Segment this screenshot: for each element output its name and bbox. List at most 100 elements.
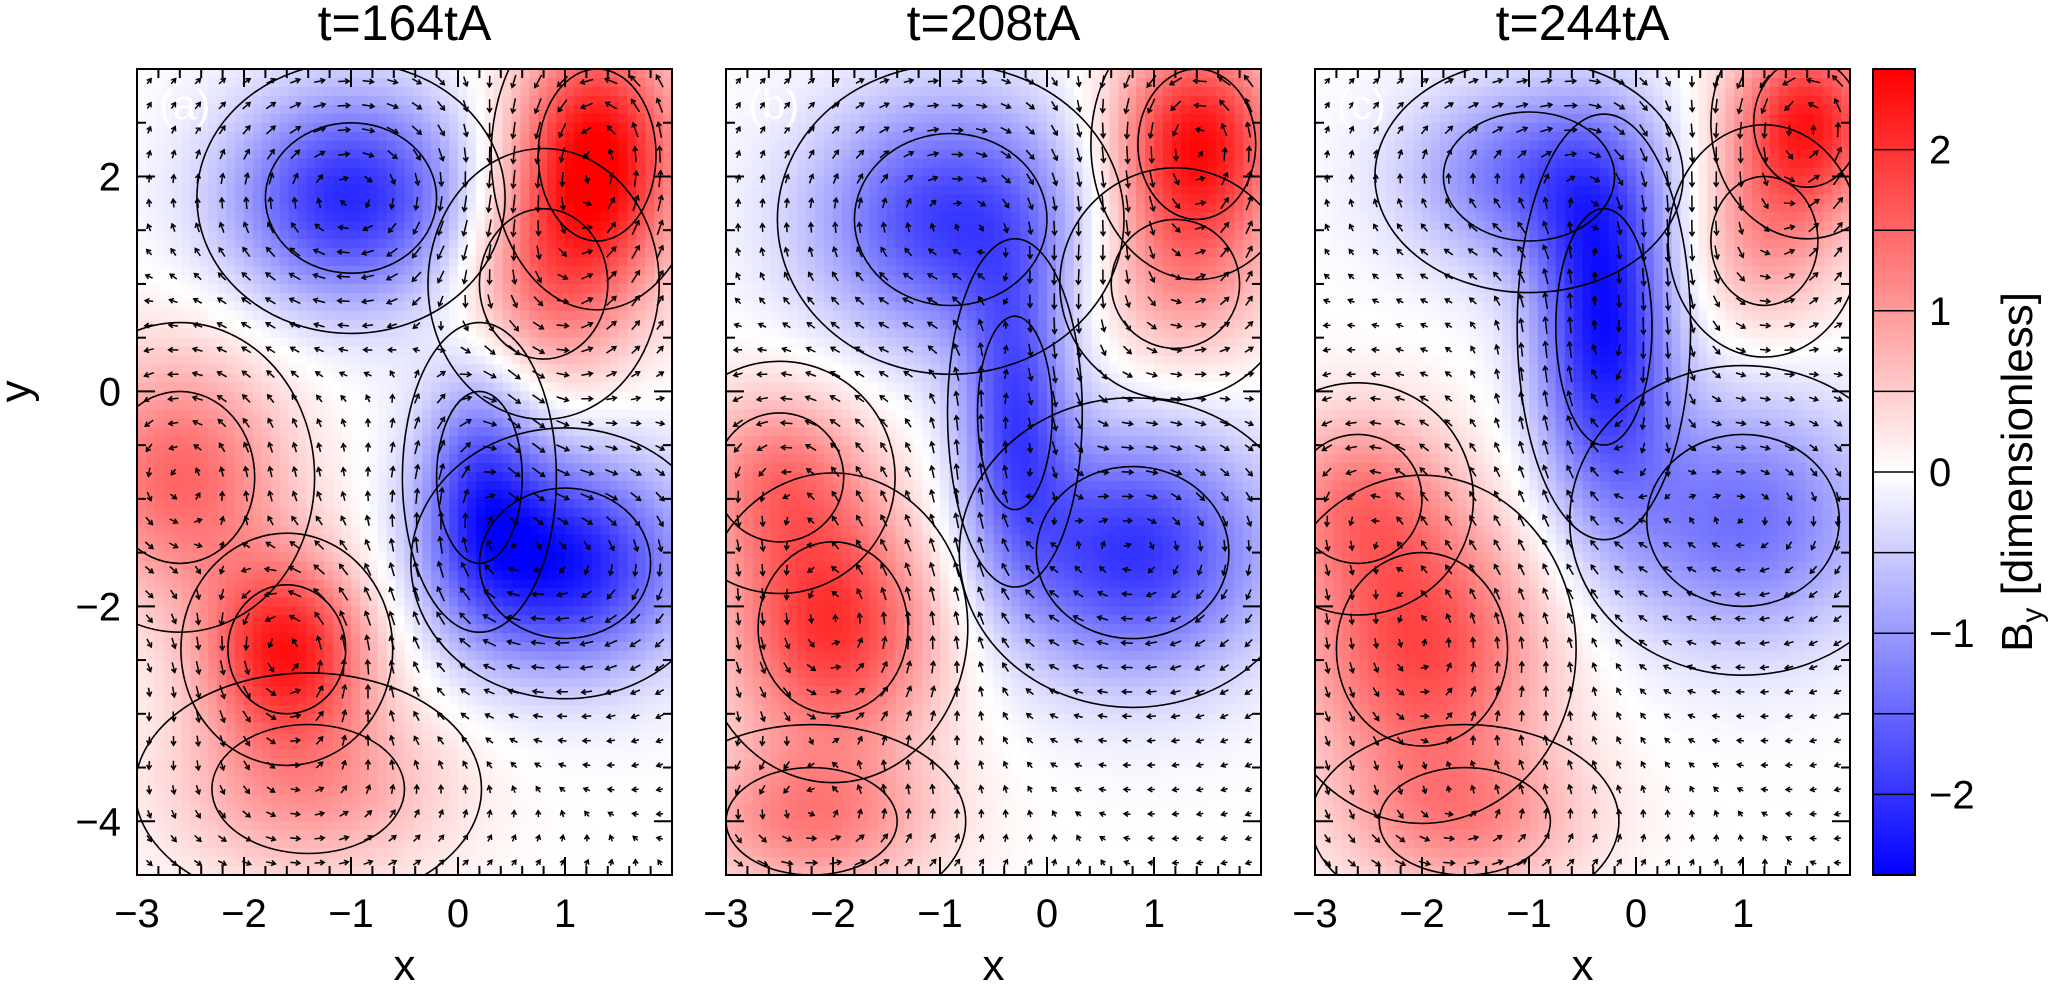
heatmap-cell [288,785,299,795]
heatmap-cell [475,677,486,688]
heatmap-cell [145,534,156,545]
heatmap-cell [333,489,343,500]
heatmap-cell [235,516,245,527]
heatmap-cell [520,740,530,751]
heatmap-cell [529,597,539,607]
heatmap-cell [288,158,299,169]
heatmap-cell [458,122,468,133]
heatmap-cell [252,561,263,572]
heatmap-cell [172,113,183,124]
heatmap-cell [297,866,308,875]
heatmap-cell [458,749,468,760]
heatmap-cell [449,274,459,285]
heatmap-cell [440,239,450,249]
heatmap-cell [413,301,423,312]
heatmap-cell [261,310,272,321]
heatmap-cell [386,812,397,822]
heatmap-cell [235,642,245,652]
heatmap-cell [333,248,343,258]
heatmap-cell [333,95,343,106]
heatmap-cell [270,95,281,106]
heatmap-cell [493,516,504,527]
heatmap-cell [440,785,450,795]
heatmap-cell [556,113,566,124]
heatmap-cell [145,266,156,276]
heatmap-cell [342,794,352,804]
heatmap-cell [163,830,174,840]
heatmap-cell [422,203,432,213]
heatmap-cell [306,77,316,88]
heatmap-cell [431,95,441,106]
heatmap-cell [618,454,629,464]
heatmap-cell [413,122,423,133]
heatmap-cell [226,785,236,795]
heatmap-cell [573,167,584,178]
heatmap-cell [386,695,397,706]
heatmap-cell [163,866,174,875]
heatmap-cell [466,149,477,160]
heatmap-cell [154,489,165,500]
heatmap-cell [261,409,272,419]
heatmap-cell [297,758,308,769]
heatmap-cell [172,212,183,222]
heatmap-cell [137,257,147,267]
heatmap-cell [270,812,281,822]
heatmap-cell [511,570,522,581]
heatmap-cell [288,301,299,312]
heatmap-cell [279,561,290,572]
heatmap-cell [270,830,281,840]
heatmap-cell [306,95,316,106]
heatmap-cell [324,507,334,518]
heatmap-cell [609,821,620,831]
heatmap-cell [181,203,192,213]
heatmap-cell [342,346,352,357]
heatmap-cell [591,95,602,106]
heatmap-cell [582,69,593,79]
heatmap-cell [565,866,575,875]
heatmap-cell [529,194,539,204]
heatmap-cell [368,274,379,285]
heatmap-cell [297,722,308,733]
heatmap-cell [547,498,557,509]
heatmap-cell [618,830,629,840]
heatmap-cell [297,686,308,697]
heatmap-cell [547,266,557,276]
heatmap-cell [511,552,522,563]
heatmap-cell [297,337,308,348]
heatmap-cell [404,624,415,634]
heatmap-cell [466,391,477,401]
heatmap-cell [511,283,522,294]
heatmap-cell [573,95,584,106]
heatmap-cell [529,113,539,124]
heatmap-cell [475,507,486,518]
heatmap-cell [252,382,263,392]
heatmap-cell [511,866,522,875]
heatmap-cell [475,391,486,401]
heatmap-cell [484,283,495,294]
heatmap-cell [181,597,192,607]
heatmap-cell [315,436,325,446]
heatmap-cell [368,516,379,527]
heatmap-cell [190,597,201,607]
heatmap-cell [306,740,316,751]
heatmap-cell [395,310,406,321]
heatmap-cell [404,239,415,249]
heatmap-cell [431,337,441,348]
heatmap-cell [520,785,530,795]
heatmap-cell [252,409,263,419]
heatmap-cell [502,651,513,661]
heatmap-cell [154,767,165,778]
heatmap-cell [342,812,352,822]
heatmap-cell [315,346,325,357]
heatmap-cell [359,866,370,875]
heatmap-cell [440,292,450,303]
heatmap-cell [556,588,566,598]
heatmap-cell [324,857,334,867]
heatmap-cell [449,525,459,536]
heatmap-cell [458,346,468,357]
heatmap-cell [244,543,254,554]
heatmap-cell [511,221,522,231]
heatmap-cell [368,77,379,88]
heatmap-cell [582,239,593,249]
heatmap-cell [351,767,361,778]
